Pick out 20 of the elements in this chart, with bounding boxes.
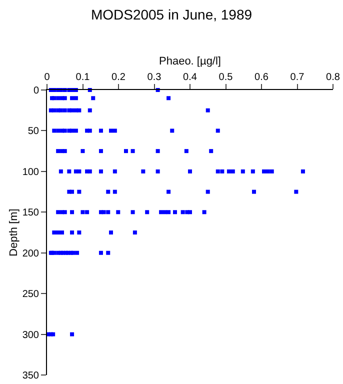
y-tick-label: 50: [28, 126, 40, 138]
y-tick-label: 150: [22, 208, 40, 219]
y-tick-label: 100: [22, 166, 40, 178]
x-axis-title: Phaeo. [µg/l]: [159, 56, 221, 68]
y-axis-title: Depth [m]: [8, 208, 20, 256]
x-tick-label: 0.8: [326, 72, 340, 83]
x-tick-label: 0.4: [183, 72, 198, 83]
y-tick-label: 200: [22, 248, 40, 260]
x-tick-label: 0.7: [290, 72, 305, 83]
x-tick-label: 0: [44, 72, 50, 83]
x-tick-label: 0.5: [218, 72, 234, 83]
y-tick-label: 300: [22, 330, 40, 341]
y-tick-label: 350: [22, 370, 40, 382]
x-tick-label: 0.1: [76, 72, 90, 83]
x-tick-label: 0.2: [112, 72, 126, 83]
x-tick-label: 0.3: [147, 72, 162, 83]
y-tick-label: 0: [33, 86, 40, 96]
y-tick-label: 250: [22, 289, 40, 300]
x-tick-label: 0.6: [254, 72, 269, 83]
chart-title: MODS2005 in June, 1989: [90, 6, 252, 22]
